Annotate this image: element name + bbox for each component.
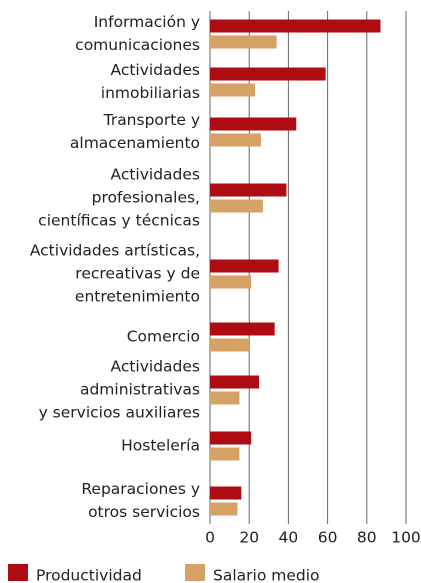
category-label: inmobiliarias xyxy=(101,84,200,102)
legend-swatch xyxy=(8,564,28,581)
bar xyxy=(210,199,263,213)
category-label: Actividades xyxy=(110,61,200,79)
x-tick-label: 0 xyxy=(205,529,215,547)
x-tick-label: 20 xyxy=(239,529,259,547)
category-label: comunicaciones xyxy=(75,36,200,54)
category-label: almacenamiento xyxy=(70,134,200,152)
bar xyxy=(210,486,242,500)
category-label: Actividades artísticas, xyxy=(30,242,200,260)
bar xyxy=(210,19,381,33)
bar xyxy=(210,431,252,445)
category-label: Transporte y xyxy=(103,111,200,129)
legend-label: Productividad xyxy=(36,567,142,583)
bar xyxy=(210,117,297,131)
bar xyxy=(210,502,238,516)
bar xyxy=(210,183,287,197)
bar xyxy=(210,133,261,147)
legend-label: Salario medio xyxy=(213,567,320,583)
x-tick-label: 80 xyxy=(357,529,377,547)
category-label: otros servicios xyxy=(88,503,200,521)
bar xyxy=(210,275,252,289)
bar xyxy=(210,338,250,352)
category-label: administrativas xyxy=(80,381,200,399)
category-label: Actividades xyxy=(110,358,200,376)
x-tick-label: 100 xyxy=(391,529,421,547)
legend-swatch xyxy=(185,564,205,581)
category-label: entretenimiento xyxy=(75,288,200,306)
bar xyxy=(210,35,277,49)
bar xyxy=(210,375,259,389)
category-label: profesionales, xyxy=(92,189,200,207)
bar xyxy=(210,259,279,273)
category-label: Actividades xyxy=(110,166,200,184)
category-label: científicas y técnicas xyxy=(38,212,200,230)
x-tick-label: 40 xyxy=(279,529,299,547)
bar xyxy=(210,447,240,461)
category-label: Comercio xyxy=(127,328,200,346)
category-label: y servicios auxiliares xyxy=(39,404,200,422)
bar xyxy=(210,322,275,336)
category-label: Hostelería xyxy=(121,437,200,455)
category-label: recreativas y de xyxy=(75,265,200,283)
bar xyxy=(210,83,256,97)
bar xyxy=(210,67,326,81)
bar xyxy=(210,391,240,405)
x-tick-label: 60 xyxy=(318,529,338,547)
category-label: Información y xyxy=(94,13,200,31)
category-label: Reparaciones y xyxy=(81,480,200,498)
